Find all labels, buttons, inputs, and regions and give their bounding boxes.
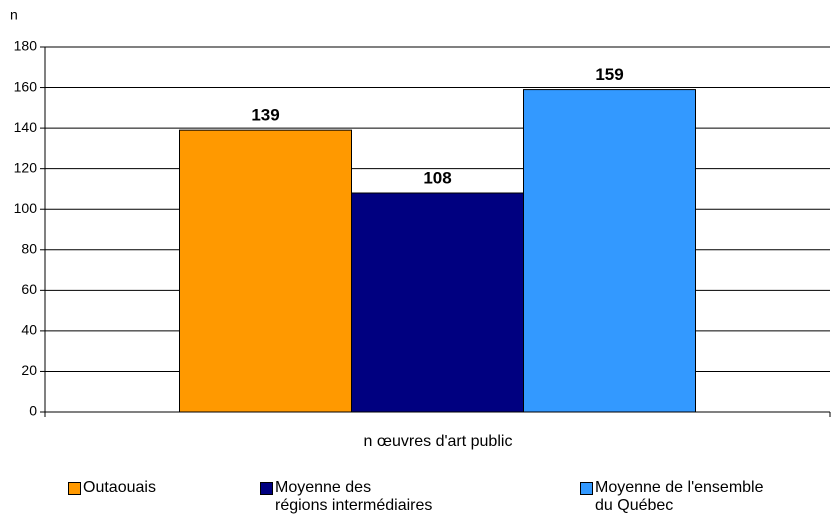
- bar: [351, 192, 524, 413]
- legend-label: Outaouais: [83, 479, 156, 496]
- bar: [523, 89, 696, 413]
- y-tick-label: 40: [21, 322, 37, 338]
- value-label: 108: [423, 168, 451, 187]
- y-tick-label: 100: [14, 200, 38, 216]
- x-axis-label: n œuvres d'art public: [364, 433, 513, 450]
- y-tick-label: 0: [29, 403, 37, 419]
- y-tick-label: 140: [14, 119, 38, 135]
- y-axis-label: n: [10, 7, 18, 23]
- legend-label: Moyenne des régions intermédiaires: [275, 479, 433, 514]
- legend-swatch: [68, 482, 81, 495]
- y-tick-label: 180: [14, 38, 38, 54]
- value-label: 139: [251, 106, 279, 125]
- y-tick-label: 20: [21, 362, 37, 378]
- y-tick-label: 160: [14, 78, 38, 94]
- y-tick-label: 80: [21, 240, 37, 256]
- y-tick-label: 120: [14, 159, 38, 175]
- value-label: 159: [595, 65, 623, 84]
- legend-label: Moyenne de l'ensemble du Québec: [595, 479, 764, 514]
- legend-swatch: [260, 482, 273, 495]
- legend-swatch: [580, 482, 593, 495]
- bar: [179, 129, 352, 413]
- y-tick-label: 60: [21, 281, 37, 297]
